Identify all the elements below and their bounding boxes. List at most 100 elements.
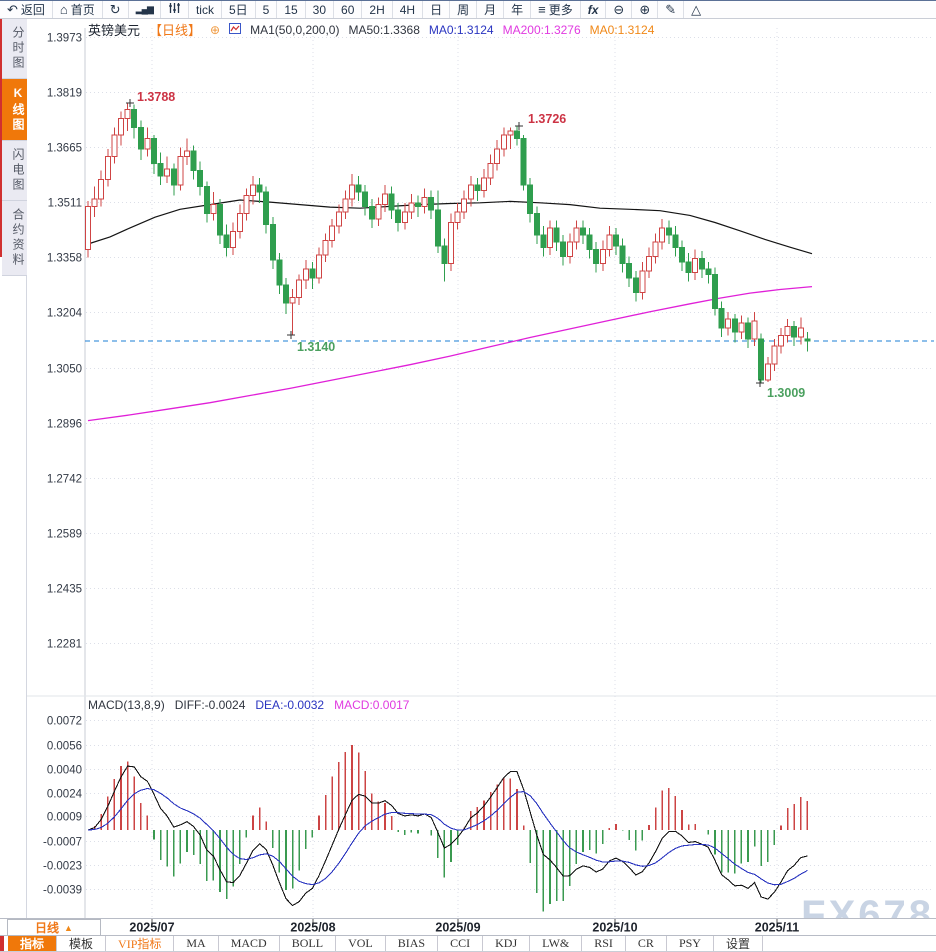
toolbar-week-button[interactable]: 周 — [450, 1, 478, 18]
toolbar-label: 日 — [430, 3, 443, 17]
indicator-tab-MACD[interactable]: MACD — [219, 936, 280, 951]
svg-text:0.0040: 0.0040 — [47, 765, 82, 777]
toolbar-m15-button[interactable]: 15 — [277, 1, 306, 18]
indicator-tab-MA[interactable]: MA — [174, 936, 219, 951]
triangle-icon: △ — [691, 2, 702, 17]
toolbar-label: tick — [195, 2, 214, 17]
svg-text:1.2435: 1.2435 — [47, 584, 82, 596]
toolbar-shape-button[interactable]: △ — [684, 1, 708, 18]
sidebar-tab-kline[interactable]: K线图 — [2, 79, 27, 141]
indicator-tab-设置[interactable]: 设置 — [714, 936, 763, 951]
svg-text:1.2281: 1.2281 — [47, 639, 82, 651]
indicator-tab-BOLL[interactable]: BOLL — [280, 936, 337, 951]
svg-text:0.0056: 0.0056 — [47, 741, 82, 753]
macd-diff-value: DIFF:-0.0024 — [174, 698, 246, 712]
toolbar-label: 5 — [262, 2, 270, 17]
refresh-icon: ↻ — [109, 2, 121, 17]
svg-text:1.3358: 1.3358 — [47, 253, 82, 265]
indicator-tab-RSI[interactable]: RSI — [582, 936, 626, 951]
toolbar-label: 5日 — [228, 3, 248, 17]
x-axis-label-row — [0, 918, 936, 936]
indicator-tab-CR[interactable]: CR — [626, 936, 667, 951]
toolbar-label: 更多 — [548, 3, 573, 17]
toolbar-label: 年 — [511, 3, 524, 17]
svg-text:1.3009: 1.3009 — [767, 386, 805, 400]
toolbar-zoom-out-button[interactable]: ⊖ — [606, 1, 633, 18]
toolbar-formula-button[interactable]: fx — [581, 1, 607, 18]
toolbar-month-button[interactable]: 月 — [477, 1, 505, 18]
toolbar-tick-button[interactable]: tick — [189, 1, 222, 18]
svg-text:1.3140: 1.3140 — [297, 340, 335, 354]
svg-text:1.3050: 1.3050 — [47, 364, 82, 376]
sliders-icon — [168, 2, 181, 17]
add-indicator-icon[interactable]: ⊕ — [210, 22, 221, 37]
toolbar-day-button[interactable]: 日 — [423, 1, 451, 18]
toolbar-m30-button[interactable]: 30 — [306, 1, 335, 18]
indicator-tab-KDJ[interactable]: KDJ — [483, 936, 531, 951]
top-toolbar: ↶ 返回 ⌂ 首页 ↻ ▂▄▆ tick 5日 5 15 30 60 2H 4H 日周月年 ≡ 更多 fx ⊖ ⊕ ✎ △ — [0, 0, 936, 19]
svg-text:1.2742: 1.2742 — [47, 474, 82, 486]
svg-text:2025/09: 2025/09 — [435, 921, 480, 935]
indicator-tab-VIP指标[interactable]: VIP指标 — [106, 936, 175, 951]
toolbar-label: 月 — [484, 3, 497, 17]
macd-layer — [87, 745, 809, 912]
svg-text:1.2896: 1.2896 — [47, 419, 82, 431]
toolbar-m60-button[interactable]: 60 — [334, 1, 363, 18]
ma50-value: MA50:1.3368 — [348, 22, 420, 37]
toolbar-h2-button[interactable]: 2H — [362, 1, 393, 18]
toolbar-back-button[interactable]: ↶ 返回 — [0, 1, 53, 18]
mini-chart-icon — [229, 22, 242, 37]
indicator-tab-VOL[interactable]: VOL — [336, 936, 386, 951]
indicator-tab-LW&[interactable]: LW& — [530, 936, 583, 951]
toolbar-h4-button[interactable]: 4H — [393, 1, 424, 18]
svg-text:-0.0007: -0.0007 — [43, 837, 82, 849]
back-arrow-icon: ↶ — [7, 2, 18, 17]
svg-text:-0.0039: -0.0039 — [43, 885, 82, 897]
toolbar-zoom-in-button[interactable]: ⊕ — [632, 1, 659, 18]
indicator-tab-PSY[interactable]: PSY — [667, 936, 714, 951]
menu-icon: ≡ — [538, 2, 546, 17]
indicator-tab-bar: 指标 模板 VIP指标 MA MACD BOLL VOL BIAS CCI KDJ LW& RSI CR… — [0, 936, 936, 952]
zoom-out-icon: ⊖ — [613, 2, 625, 17]
indicator-tab-BIAS[interactable]: BIAS — [386, 936, 439, 951]
toolbar-year-button[interactable]: 年 — [504, 1, 532, 18]
fx-icon: fx — [587, 2, 599, 17]
ma200-value: MA200:1.3276 — [502, 22, 581, 37]
svg-text:1.3788: 1.3788 — [137, 90, 175, 104]
toolbar-label: 2H — [369, 2, 385, 17]
toolbar-kline-chart-button[interactable]: ▂▄▆ — [129, 1, 161, 18]
toolbar-refresh-button[interactable]: ↻ — [103, 1, 129, 18]
candle-layer — [85, 103, 811, 383]
toolbar-m5-button[interactable]: 5 — [256, 1, 278, 18]
toolbar-label: 60 — [341, 2, 355, 17]
toolbar-indicator-button[interactable] — [161, 1, 189, 18]
axis-label-layer: 1.3973 1.3819 1.3665 1.3511 1.3358 1.3204 1.30… — [43, 33, 799, 935]
toolbar-label: 15 — [284, 2, 298, 17]
toolbar-draw-button[interactable]: ✎ — [658, 1, 685, 18]
svg-text:-0.0023: -0.0023 — [43, 861, 82, 873]
chart-type-sidebar: 分时图 K线图 闪电图 合约资料 — [0, 19, 27, 918]
svg-text:1.3665: 1.3665 — [47, 143, 82, 155]
toolbar-home-button[interactable]: ⌂ 首页 — [53, 1, 103, 18]
sidebar-tab-timeshare[interactable]: 分时图 — [2, 19, 27, 79]
sidebar-accent-bar — [0, 19, 2, 257]
period-dropdown-button[interactable]: 日线 ▲ — [7, 919, 101, 936]
toolbar-label: 30 — [312, 2, 327, 17]
period-label[interactable]: 【日线】 — [149, 23, 202, 38]
price-panel-header: 英镑美元 【日线】 ⊕ MA1(50,0,200,0) MA50:1.3368 … — [88, 20, 654, 39]
macd-panel-header: MACD(13,8,9) DIFF:-0.0024 DEA:-0.0032 MA… — [88, 698, 409, 712]
sidebar-tab-lightning[interactable]: 闪电图 — [2, 141, 27, 201]
svg-text:1.3726: 1.3726 — [528, 112, 566, 126]
indicator-tab-模板[interactable]: 模板 — [57, 936, 107, 951]
indicator-tab-指标[interactable]: 指标 — [8, 936, 58, 951]
sidebar-tab-contract[interactable]: 合约资料 — [2, 201, 27, 276]
indicator-tab-CCI[interactable]: CCI — [438, 936, 484, 951]
toolbar-more-button[interactable]: ≡ 更多 — [531, 1, 581, 18]
toolbar-5d-button[interactable]: 5日 — [222, 1, 256, 18]
ma0-orange-value: MA0:1.3124 — [589, 22, 655, 37]
macd-dea-value: DEA:-0.0032 — [255, 698, 325, 712]
svg-text:1.3511: 1.3511 — [48, 198, 82, 210]
svg-text:1.3973: 1.3973 — [47, 33, 82, 45]
svg-text:0.0009: 0.0009 — [47, 812, 82, 824]
